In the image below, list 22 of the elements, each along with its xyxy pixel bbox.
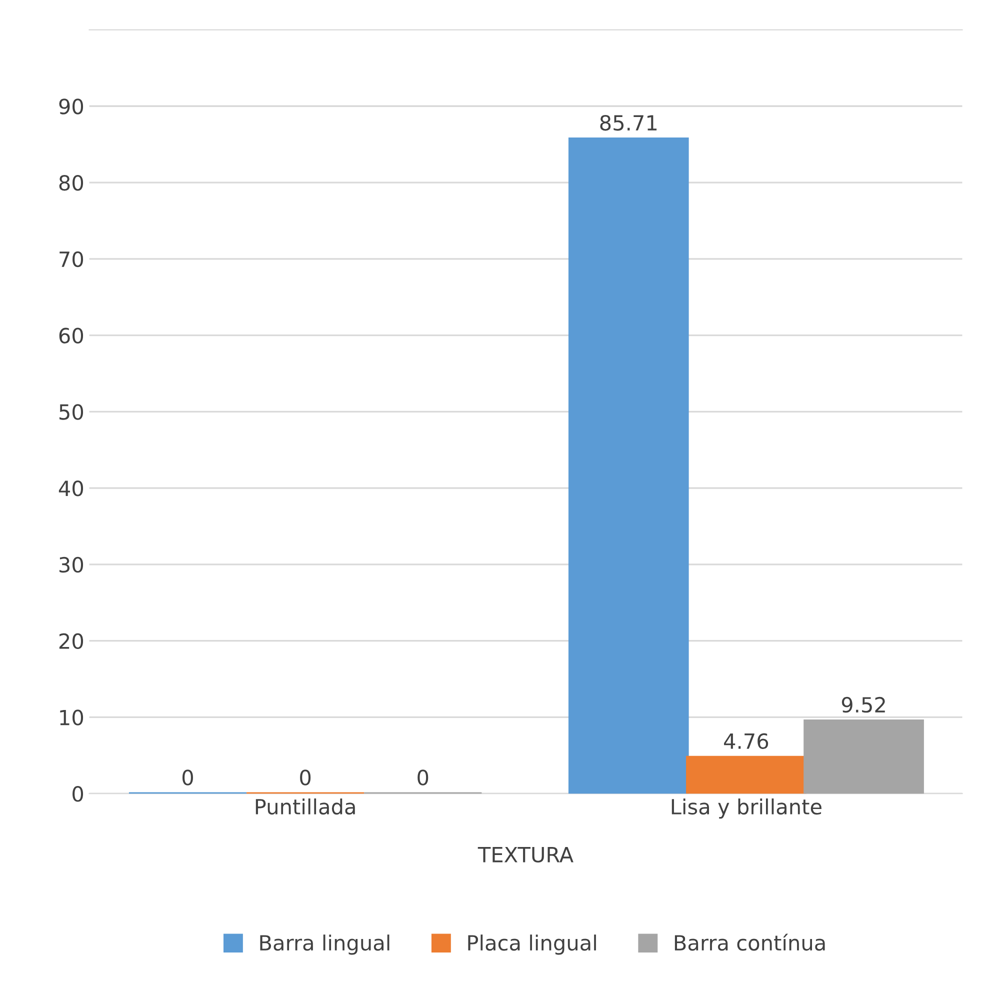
y-tick-label: 90: [59, 98, 84, 114]
data-label: 0: [418, 770, 428, 786]
y-tick-label: 10: [60, 710, 84, 726]
y-tick-label: 50: [60, 404, 84, 420]
x-axis-title: TEXTURA: [478, 847, 574, 863]
y-tick-label: 20: [59, 633, 84, 650]
data-label: 4.76: [724, 733, 768, 750]
legend-label: Barra lingual: [260, 934, 390, 955]
data-label: 9.52: [842, 696, 885, 713]
y-tick-label: 60: [59, 328, 84, 344]
data-label: 0: [182, 770, 193, 786]
data-label: 0: [300, 770, 311, 786]
y-tick-label: 70: [60, 251, 84, 268]
x-tick-label: Puntillada: [256, 798, 355, 815]
legend-label: Barra contínua: [674, 934, 825, 951]
y-tick-label: 80: [59, 174, 84, 191]
y-tick-label: 40: [58, 480, 84, 496]
legend-label: Placa lingual: [468, 934, 596, 955]
y-tick-label: 30: [59, 556, 84, 573]
data-label: 85.71: [600, 114, 657, 131]
x-tick-label: Lisa y brillante: [672, 798, 822, 819]
y-tick-label: 0: [72, 786, 84, 802]
